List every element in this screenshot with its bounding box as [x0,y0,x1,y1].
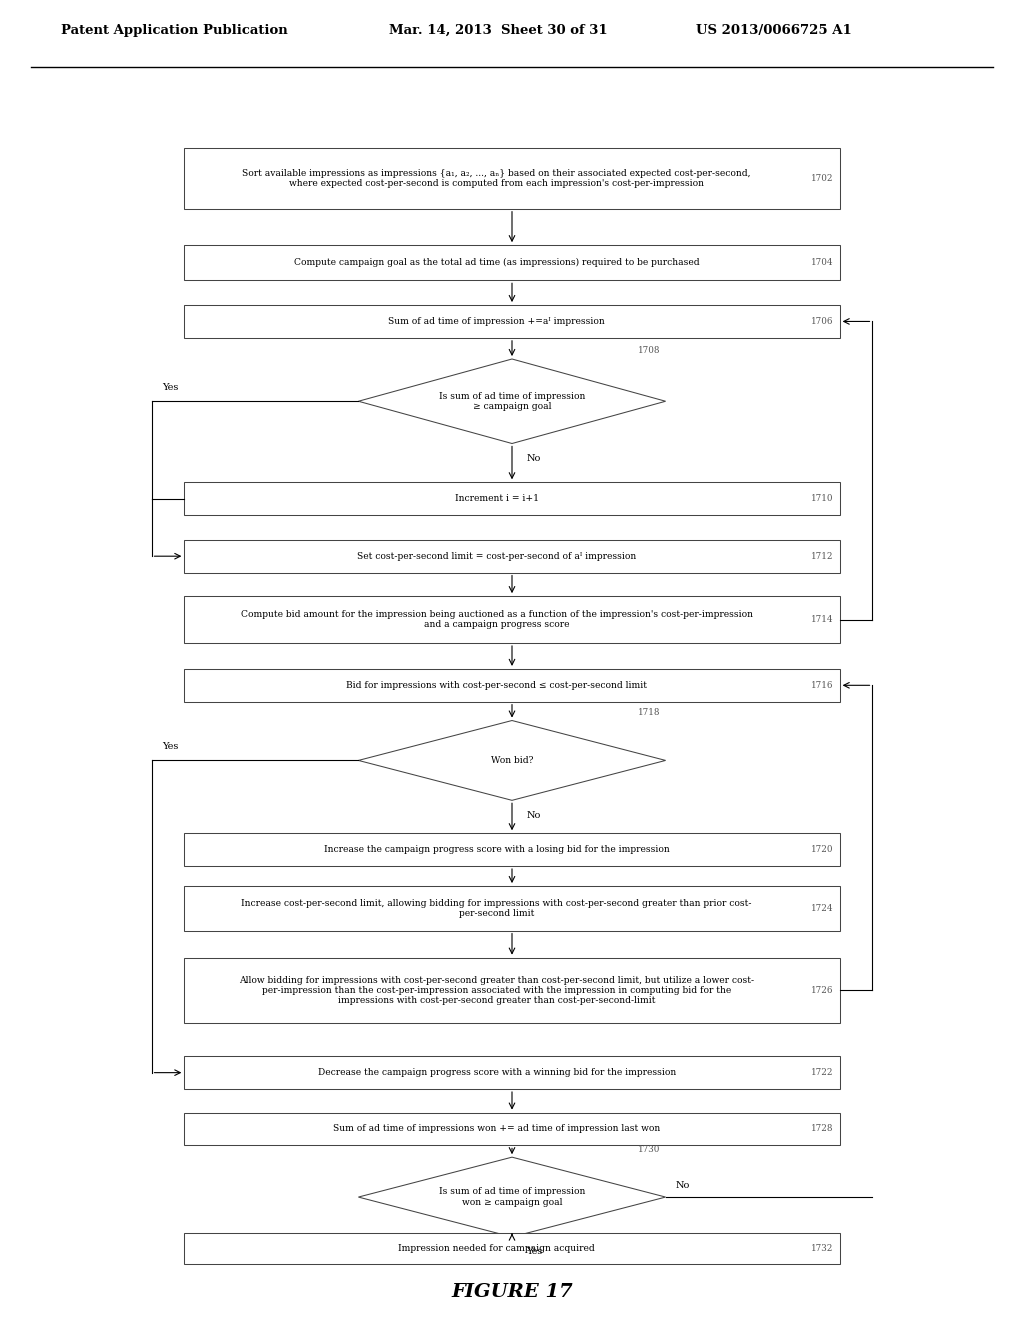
Text: Decrease the campaign progress score with a winning bid for the impression: Decrease the campaign progress score wit… [317,1068,676,1077]
Text: Is sum of ad time of impression
won ≥ campaign goal: Is sum of ad time of impression won ≥ ca… [439,1188,585,1206]
FancyBboxPatch shape [184,148,840,209]
Text: Yes: Yes [162,742,178,751]
Polygon shape [358,721,666,800]
Text: 1708: 1708 [638,346,660,355]
Text: 1710: 1710 [811,494,834,503]
Text: 1732: 1732 [811,1245,834,1253]
FancyBboxPatch shape [184,669,840,702]
Text: 1712: 1712 [811,552,834,561]
Text: 1730: 1730 [638,1144,660,1154]
Text: 1706: 1706 [811,317,834,326]
Text: Increase the campaign progress score with a losing bid for the impression: Increase the campaign progress score wit… [324,845,670,854]
Text: Compute campaign goal as the total ad time (as impressions) required to be purch: Compute campaign goal as the total ad ti… [294,259,699,268]
FancyBboxPatch shape [184,1113,840,1146]
Text: 1704: 1704 [811,259,834,267]
FancyBboxPatch shape [184,1233,840,1265]
FancyBboxPatch shape [184,540,840,573]
Text: Yes: Yes [526,1246,543,1255]
FancyBboxPatch shape [184,482,840,515]
Text: US 2013/0066725 A1: US 2013/0066725 A1 [696,24,852,37]
FancyBboxPatch shape [184,597,840,643]
Text: Patent Application Publication: Patent Application Publication [61,24,288,37]
Text: 1726: 1726 [811,986,834,995]
FancyBboxPatch shape [184,833,840,866]
FancyBboxPatch shape [184,246,840,280]
Text: Sort available impressions as impressions {a₁, a₂, ..., aₙ} based on their assoc: Sort available impressions as impression… [243,169,751,187]
Text: Won bid?: Won bid? [490,756,534,764]
Text: Yes: Yes [162,383,178,392]
Text: 1718: 1718 [638,708,660,717]
Text: 1728: 1728 [811,1125,834,1134]
FancyBboxPatch shape [184,957,840,1023]
Text: Sum of ad time of impression +=aᴵ impression: Sum of ad time of impression +=aᴵ impres… [388,317,605,326]
Text: 1714: 1714 [811,615,834,624]
Text: Is sum of ad time of impression
≥ campaign goal: Is sum of ad time of impression ≥ campai… [439,392,585,411]
Text: Increase cost-per-second limit, allowing bidding for impressions with cost-per-s: Increase cost-per-second limit, allowing… [242,899,752,917]
Text: 1716: 1716 [811,681,834,690]
Text: 1724: 1724 [811,904,834,913]
Text: No: No [676,1181,690,1189]
FancyBboxPatch shape [184,305,840,338]
Text: Impression needed for campaign acquired: Impression needed for campaign acquired [398,1245,595,1253]
Text: 1720: 1720 [811,845,834,854]
Text: FIGURE 17: FIGURE 17 [452,1283,572,1302]
Text: Compute bid amount for the impression being auctioned as a function of the impre: Compute bid amount for the impression be… [241,610,753,630]
Text: 1702: 1702 [811,174,834,182]
FancyBboxPatch shape [184,886,840,931]
Text: Allow bidding for impressions with cost-per-second greater than cost-per-second : Allow bidding for impressions with cost-… [239,975,755,1006]
Text: Mar. 14, 2013  Sheet 30 of 31: Mar. 14, 2013 Sheet 30 of 31 [389,24,608,37]
Text: Increment i = i+1: Increment i = i+1 [455,494,539,503]
Text: No: No [526,810,541,820]
Polygon shape [358,359,666,444]
FancyBboxPatch shape [184,1056,840,1089]
Text: Set cost-per-second limit = cost-per-second of aᴵ impression: Set cost-per-second limit = cost-per-sec… [357,552,636,561]
Text: No: No [526,454,541,463]
Text: Sum of ad time of impressions won += ad time of impression last won: Sum of ad time of impressions won += ad … [333,1125,660,1134]
Polygon shape [358,1158,666,1237]
Text: Bid for impressions with cost-per-second ≤ cost-per-second limit: Bid for impressions with cost-per-second… [346,681,647,690]
Text: 1722: 1722 [811,1068,834,1077]
